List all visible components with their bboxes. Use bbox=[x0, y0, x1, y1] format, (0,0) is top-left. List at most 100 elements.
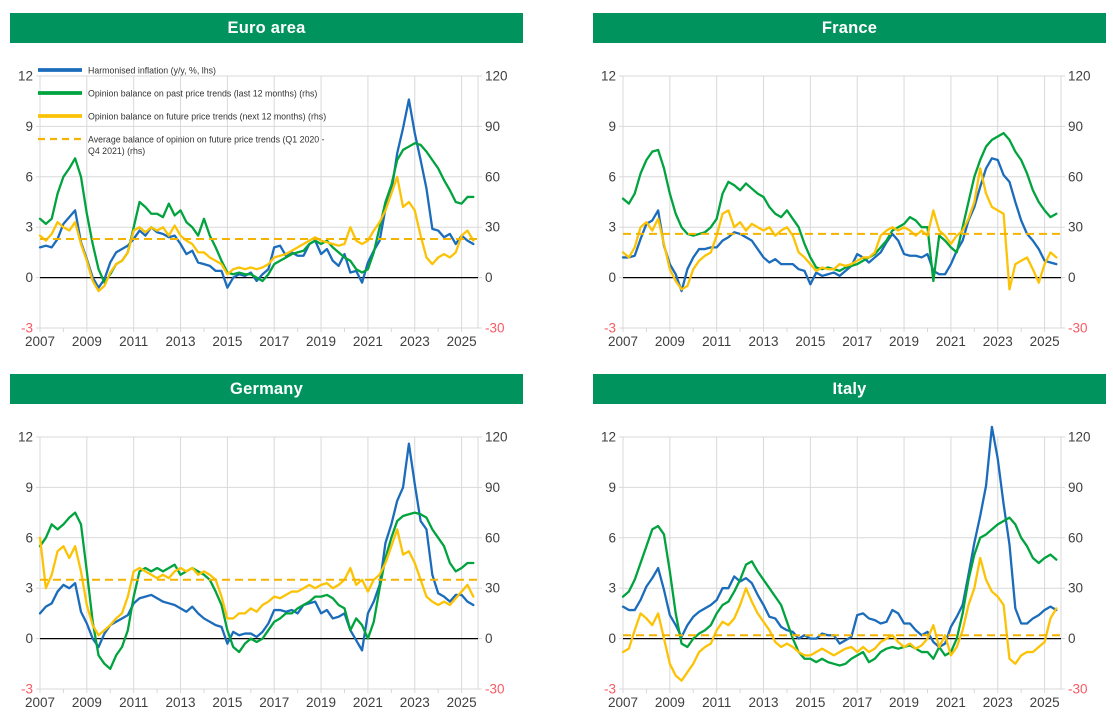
chart-title-italy: Italy bbox=[593, 374, 1106, 404]
right-axis-label: -30 bbox=[1068, 321, 1088, 336]
left-axis-label: 9 bbox=[25, 119, 33, 134]
left-axis-label: 12 bbox=[601, 430, 616, 445]
plot-border bbox=[39, 75, 479, 329]
x-axis-label: 2023 bbox=[983, 695, 1013, 710]
x-axis-label: 2015 bbox=[212, 334, 242, 349]
x-axis-label: 2019 bbox=[306, 334, 336, 349]
x-axis-label: 2015 bbox=[795, 695, 825, 710]
panel-france: France -3 0 3 6 9 12 -30 0 30 60 90 120 2007 2009 2011… bbox=[593, 13, 1106, 358]
right-axis-label: 120 bbox=[1068, 430, 1091, 445]
right-axis-label: 0 bbox=[1068, 270, 1076, 285]
right-axis-label: -30 bbox=[1068, 682, 1088, 697]
right-axis-label: 0 bbox=[485, 631, 493, 646]
chart-title-germany: Germany bbox=[10, 374, 523, 404]
left-axis-label: 6 bbox=[608, 530, 616, 545]
x-axis-label: 2011 bbox=[119, 695, 148, 710]
right-axis-label: 30 bbox=[485, 581, 500, 596]
x-axis-label: 2023 bbox=[983, 334, 1013, 349]
left-axis-label: -3 bbox=[604, 321, 616, 336]
x-axis-label: 2023 bbox=[400, 334, 430, 349]
right-axis-label: 30 bbox=[1068, 220, 1083, 235]
x-axis-label: 2019 bbox=[889, 334, 919, 349]
x-axis-label: 2019 bbox=[889, 695, 919, 710]
x-axis-label: 2017 bbox=[259, 334, 289, 349]
left-axis-label: 3 bbox=[25, 581, 33, 596]
chart-title-euro-area: Euro area bbox=[10, 13, 523, 43]
panel-germany: Germany -3 0 3 6 9 12 -30 0 30 60 90 120 2007 2009 201… bbox=[10, 374, 523, 719]
legend-label-average: Average balance of opinion on future pri… bbox=[88, 135, 325, 145]
x-axis-label: 2017 bbox=[842, 334, 872, 349]
series-line-inflation bbox=[621, 425, 1058, 649]
right-axis-label: 60 bbox=[1068, 169, 1083, 184]
x-axis-label: 2025 bbox=[447, 334, 477, 349]
x-axis-label: 2021 bbox=[353, 695, 383, 710]
x-axis-label: 2009 bbox=[72, 695, 102, 710]
left-axis-label: 9 bbox=[608, 119, 616, 134]
left-axis-label: 12 bbox=[18, 430, 33, 445]
left-axis-label: 12 bbox=[18, 69, 33, 84]
series-line-inflation bbox=[38, 442, 475, 652]
left-axis-label: 0 bbox=[25, 631, 33, 646]
left-axis-label: 3 bbox=[608, 220, 616, 235]
left-axis-label: 6 bbox=[25, 169, 33, 184]
right-axis-label: 30 bbox=[1068, 581, 1083, 596]
right-axis-label: 120 bbox=[485, 69, 508, 84]
right-axis-label: -30 bbox=[485, 321, 505, 336]
left-axis-label: -3 bbox=[604, 682, 616, 697]
legend-label-past: Opinion balance on past price trends (la… bbox=[88, 89, 317, 99]
right-axis-label: 30 bbox=[485, 220, 500, 235]
left-axis-label: 12 bbox=[601, 69, 616, 84]
right-axis-label: 60 bbox=[1068, 530, 1083, 545]
series-line-future bbox=[621, 556, 1058, 682]
series-line-past bbox=[38, 511, 475, 670]
right-axis-label: 120 bbox=[1068, 69, 1091, 84]
x-axis-label: 2013 bbox=[749, 695, 779, 710]
panel-euro-area: Euro area -3 0 3 6 9 12 -30 0 30 60 90 120 2007 2009 2… bbox=[10, 13, 523, 358]
panel-italy: Italy -3 0 3 6 9 12 -30 0 30 60 90 120 2007 2009 2011 2… bbox=[593, 374, 1106, 719]
left-axis-label: -3 bbox=[21, 321, 33, 336]
legend-label-average: Q4 2021) (rhs) bbox=[88, 146, 145, 156]
x-axis-label: 2023 bbox=[400, 695, 430, 710]
plot-border bbox=[39, 436, 479, 690]
series-line-future bbox=[38, 528, 475, 637]
x-axis-label: 2019 bbox=[306, 695, 336, 710]
left-axis-label: -3 bbox=[21, 682, 33, 697]
left-axis-label: 9 bbox=[608, 480, 616, 495]
x-axis-label: 2025 bbox=[1030, 695, 1060, 710]
left-axis-label: 6 bbox=[608, 169, 616, 184]
right-axis-label: 90 bbox=[1068, 119, 1083, 134]
series-line-past bbox=[38, 142, 475, 284]
x-axis-label: 2007 bbox=[25, 334, 55, 349]
x-axis-label: 2007 bbox=[608, 334, 638, 349]
left-axis-label: 0 bbox=[25, 270, 33, 285]
x-axis-label: 2021 bbox=[936, 334, 966, 349]
right-axis-label: 0 bbox=[1068, 631, 1076, 646]
left-axis-label: 0 bbox=[608, 631, 616, 646]
left-axis-label: 6 bbox=[25, 530, 33, 545]
plot-border bbox=[622, 436, 1062, 690]
x-axis-label: 2013 bbox=[166, 334, 196, 349]
chart-title-france: France bbox=[593, 13, 1106, 43]
x-axis-label: 2015 bbox=[212, 695, 242, 710]
x-axis-label: 2011 bbox=[702, 334, 731, 349]
x-axis-label: 2011 bbox=[119, 334, 148, 349]
legend-label-future: Opinion balance on future price trends (… bbox=[88, 112, 326, 122]
series-line-future bbox=[38, 175, 475, 293]
left-axis-label: 0 bbox=[608, 270, 616, 285]
right-axis-label: 90 bbox=[485, 480, 500, 495]
right-axis-label: 0 bbox=[485, 270, 493, 285]
series-line-past bbox=[621, 516, 1058, 667]
left-axis-label: 3 bbox=[25, 220, 33, 235]
x-axis-label: 2025 bbox=[447, 695, 477, 710]
right-axis-label: 90 bbox=[1068, 480, 1083, 495]
x-axis-label: 2021 bbox=[353, 334, 383, 349]
x-axis-label: 2007 bbox=[25, 695, 55, 710]
x-axis-label: 2015 bbox=[795, 334, 825, 349]
x-axis-label: 2009 bbox=[72, 334, 102, 349]
left-axis-label: 3 bbox=[608, 581, 616, 596]
